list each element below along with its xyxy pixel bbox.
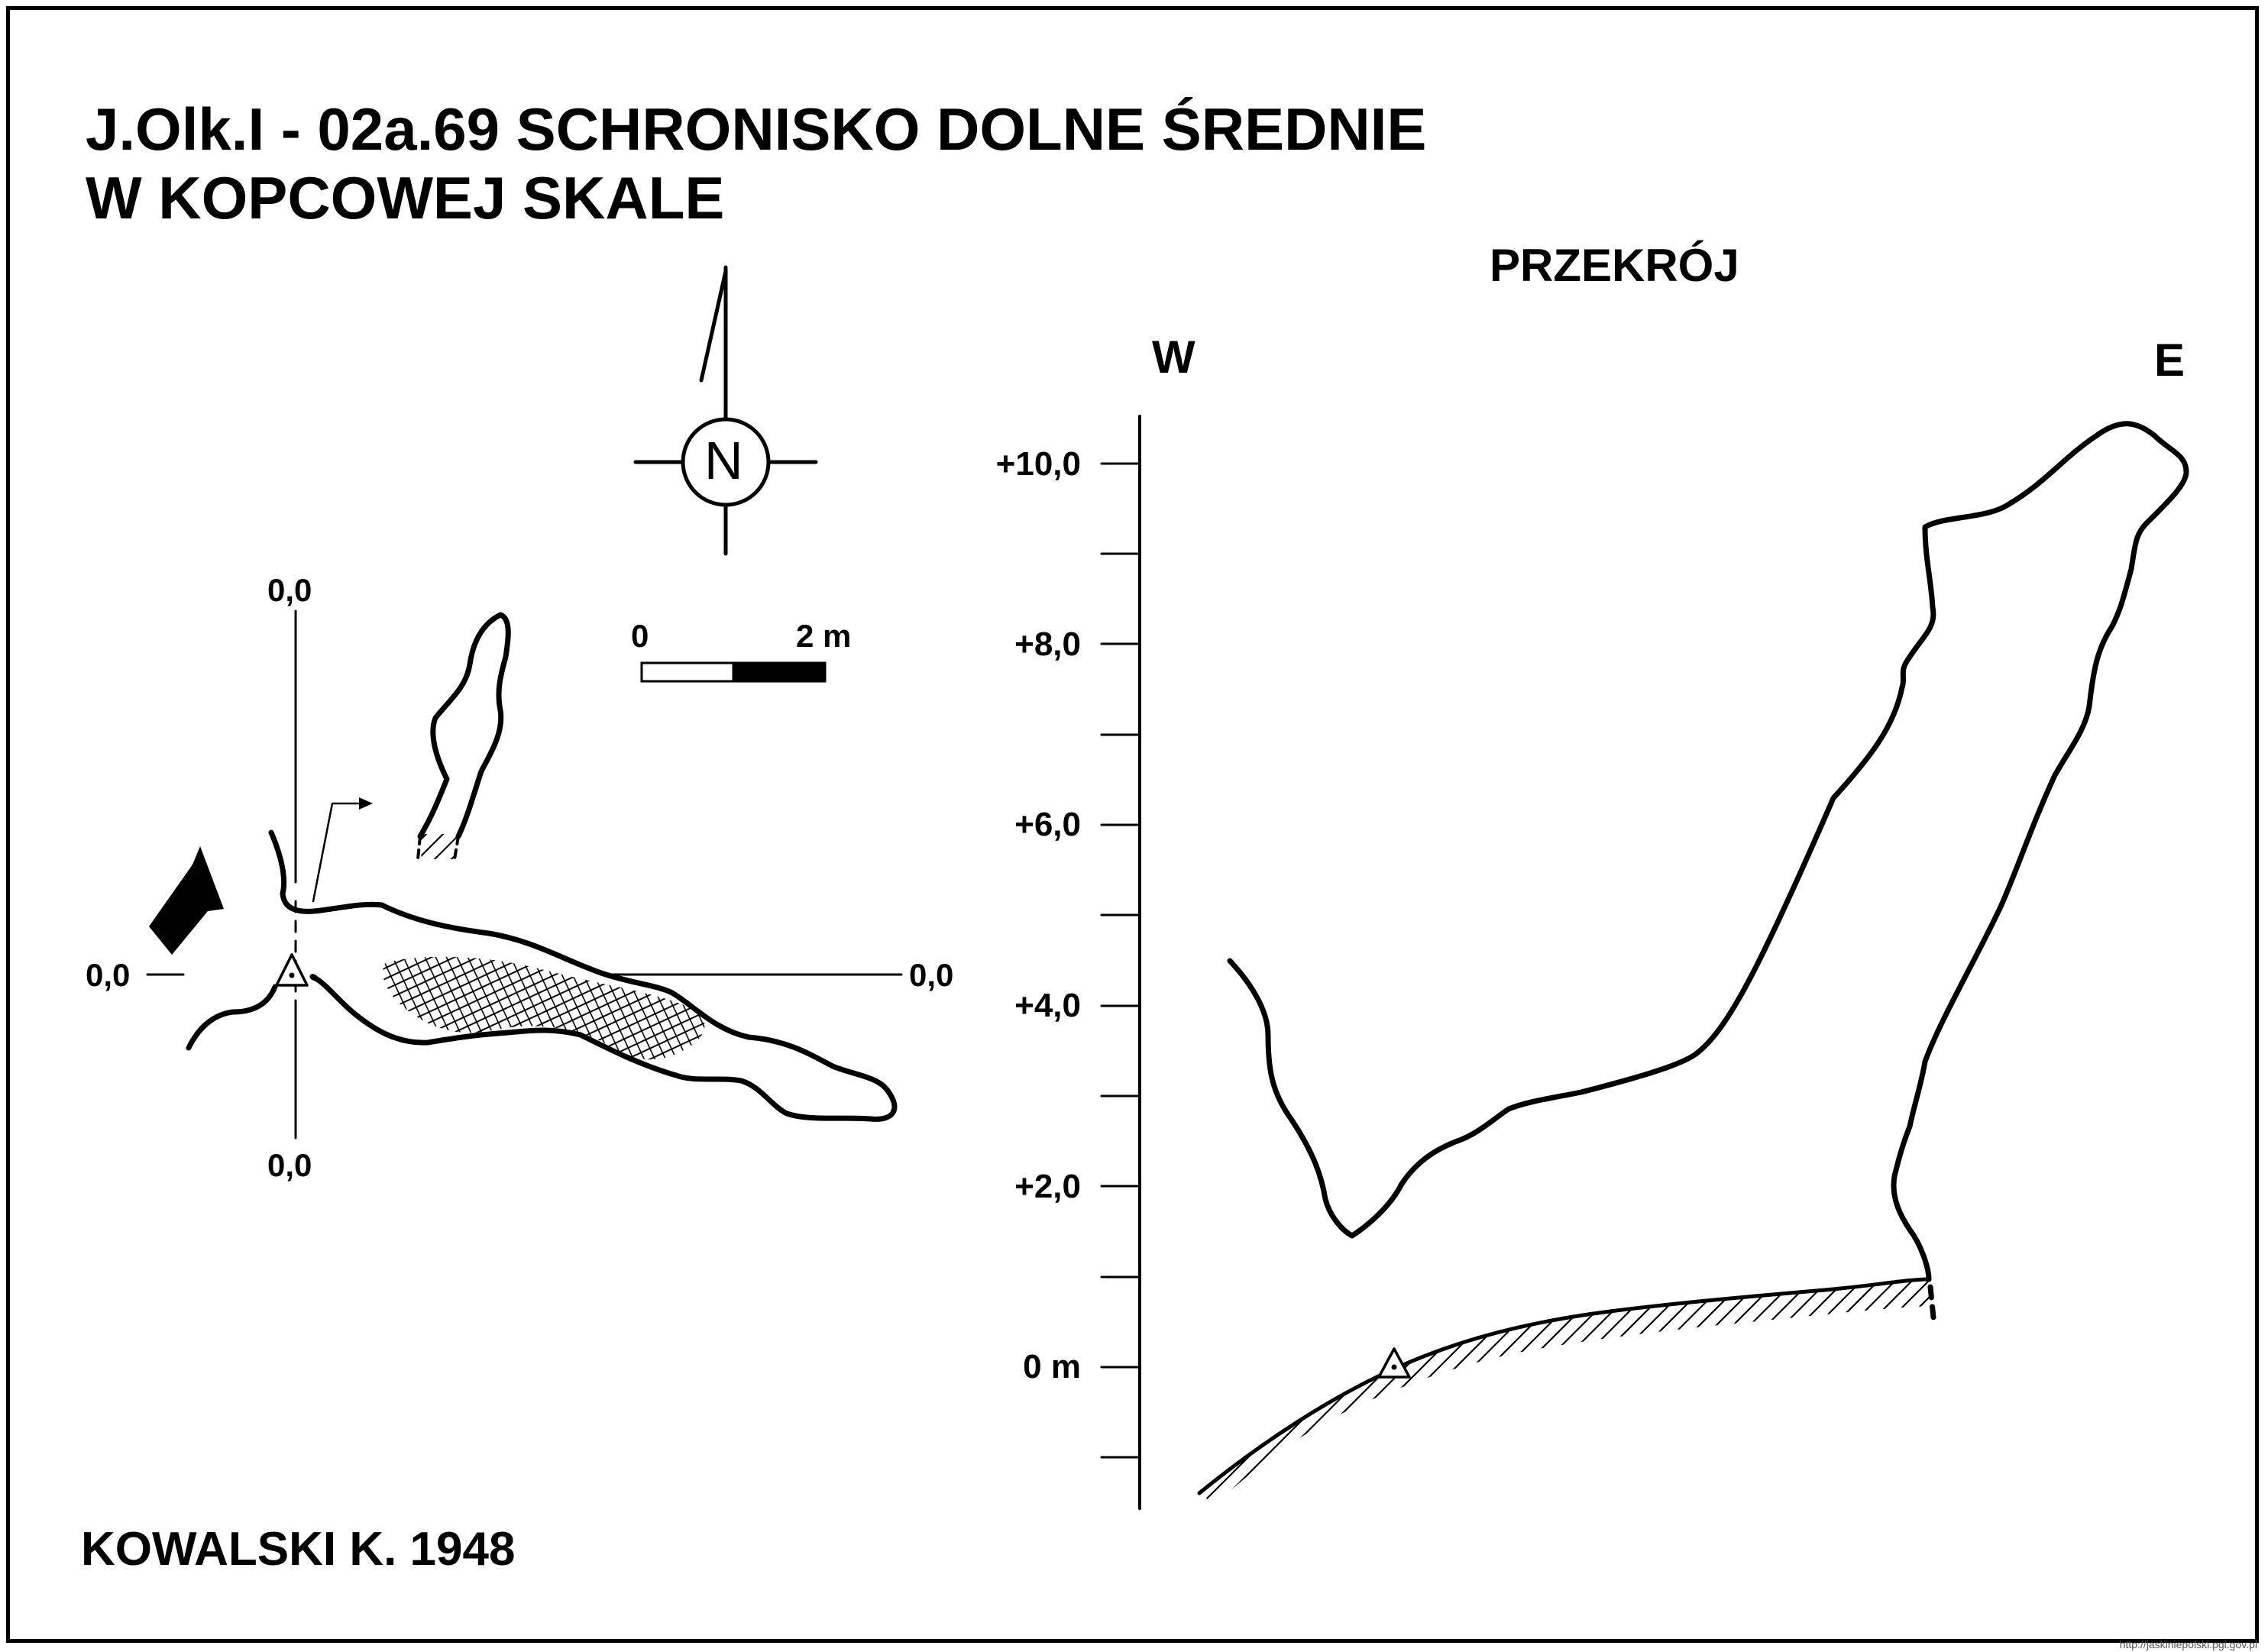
author-credit: KOWALSKI K. 1948 <box>81 1523 516 1576</box>
plan-datum-left: 0,0 <box>86 957 131 993</box>
plan-hatch-deposit <box>383 956 705 1060</box>
section-line-marker <box>312 802 368 903</box>
plan-datum-bottom: 0,0 <box>267 1147 312 1183</box>
elevation-label: +6,0 <box>1014 806 1081 843</box>
section-view <box>1100 415 2189 1510</box>
plan-side-passage <box>417 612 511 839</box>
elevation-label: +2,0 <box>1014 1168 1081 1205</box>
title-line-2: W KOPCOWEJ SKALE <box>86 164 725 231</box>
elevation-label: +4,0 <box>1014 987 1081 1024</box>
plan-datum-right: 0,0 <box>909 957 954 993</box>
scale-bar-start-label: 0 <box>631 618 649 654</box>
plan-datum-top: 0,0 <box>267 572 312 608</box>
plan-station-triangle <box>275 953 309 987</box>
scale-bar-end-label: 2 m <box>796 618 852 654</box>
plan-wall-upper <box>268 829 898 1122</box>
section-east-label: E <box>2154 335 2185 386</box>
plan-wall-entrance <box>186 984 278 1051</box>
section-wall-outline <box>1227 421 2189 1282</box>
compass-letter: N <box>704 431 743 490</box>
elevation-ticks <box>1100 462 1141 1459</box>
entrance-arrow <box>149 846 224 955</box>
drawing-frame <box>6 6 2259 1643</box>
elevation-label: 0 m <box>1023 1348 1081 1385</box>
title-line-1: J.Olk.I - 02a.69 SCHRONISKO DOLNE ŚREDNI… <box>86 95 1427 163</box>
source-credit: http://jaskiniepolski.pgi.gov.pl <box>2119 1638 2257 1650</box>
plan-view <box>146 609 903 1140</box>
compass <box>633 265 818 556</box>
compass-needle-tip <box>699 269 728 383</box>
scale-bar <box>640 661 827 683</box>
section-station-triangle <box>1377 1347 1411 1379</box>
elevation-label: +10,0 <box>995 445 1081 483</box>
section-west-label: W <box>1152 331 1195 383</box>
plan-side-passage-floor <box>419 834 458 859</box>
section-line-arrowhead <box>359 797 373 810</box>
elevation-label: +8,0 <box>1014 626 1081 663</box>
scale-bar-black <box>732 661 827 683</box>
section-heading: PRZEKRÓJ <box>1490 240 1739 291</box>
scale-bar-white <box>640 661 735 683</box>
section-floor-hatch <box>1199 1279 1933 1505</box>
section-floor-line <box>1197 1277 1931 1495</box>
